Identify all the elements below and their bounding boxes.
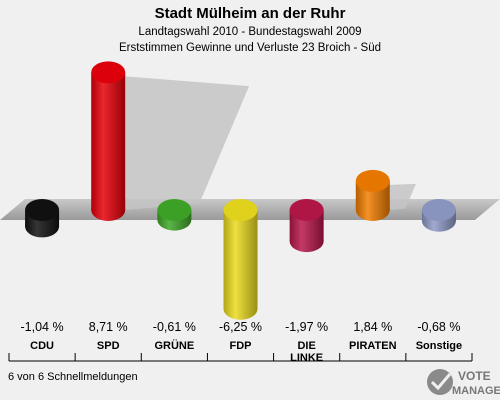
value-label: 1,84 % xyxy=(353,320,392,334)
value-label: -1,97 % xyxy=(285,320,328,334)
value-label: 8,71 % xyxy=(89,320,128,334)
value-label: -6,25 % xyxy=(219,320,262,334)
bar-grüne xyxy=(157,199,192,231)
bar-shadows xyxy=(125,76,416,210)
chart-subtitle-line-2: Erststimmen Gewinne und Verluste 23 Broi… xyxy=(119,42,381,54)
bar-piraten xyxy=(355,169,390,221)
logo-line-1: VOTE xyxy=(458,369,491,383)
category-label: GRÜNE xyxy=(154,339,194,352)
bar-shadow xyxy=(389,183,416,210)
bar-shadow xyxy=(125,76,250,210)
value-labels: -1,04 % 8,71 % -0,61 % -6,25 % -1,97 % 1,84 %… xyxy=(21,320,461,334)
bar-fdp xyxy=(223,199,258,320)
value-label: -1,04 % xyxy=(21,320,64,334)
category-label: SPD xyxy=(97,340,120,352)
bars xyxy=(25,61,456,320)
value-label: -0,61 % xyxy=(153,320,196,334)
logo-globe-icon xyxy=(427,369,453,395)
value-label: -0,68 % xyxy=(417,320,460,334)
bar-spd xyxy=(91,61,126,221)
logo-line-2: MANAGER xyxy=(452,385,500,397)
category-label: FDP xyxy=(230,340,252,352)
category-label: CDU xyxy=(30,340,54,352)
bar-sonstige xyxy=(421,199,456,232)
footer-status: 6 von 6 Schnellmeldungen xyxy=(8,371,138,383)
vote-manager-logo: VOTE MANAGER xyxy=(427,369,500,397)
bar-cdu xyxy=(25,199,60,238)
category-label: Sonstige xyxy=(416,340,462,352)
logo-check-icon xyxy=(430,373,452,391)
chart-title: Stadt Mülheim an der Ruhr xyxy=(155,5,346,22)
category-label: LINKE xyxy=(290,352,323,364)
bar-die-linke xyxy=(289,199,324,253)
chart-subtitle-line-1: Landtagswahl 2010 - Bundestagswahl 2009 xyxy=(138,26,361,38)
category-axis xyxy=(8,353,473,362)
category-label: PIRATEN xyxy=(349,340,397,352)
category-label: DIE xyxy=(297,340,315,352)
